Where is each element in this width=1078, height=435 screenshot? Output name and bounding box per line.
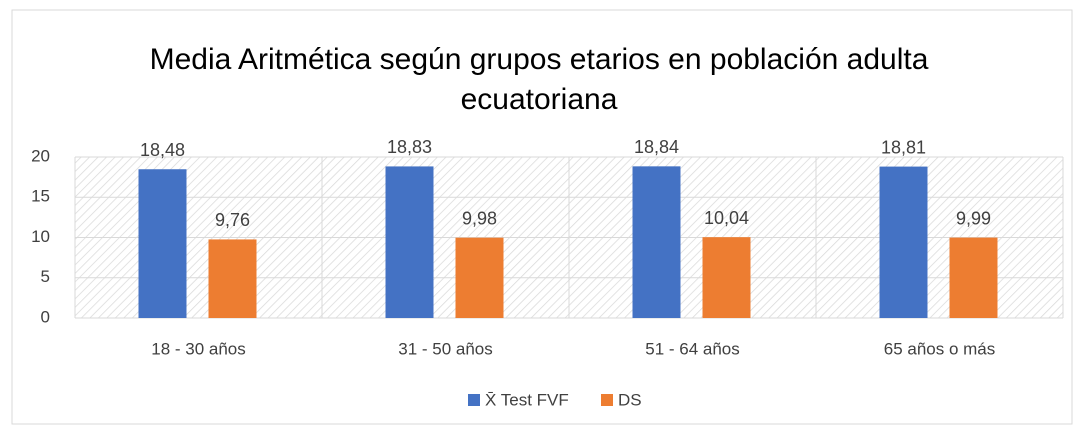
bar bbox=[455, 237, 504, 318]
y-tick-label: 0 bbox=[41, 307, 50, 326]
bar bbox=[702, 237, 751, 318]
y-tick-label: 15 bbox=[31, 187, 50, 206]
legend-label: X̄ Test FVF bbox=[485, 390, 569, 409]
value-label: 9,99 bbox=[956, 208, 991, 228]
bar bbox=[138, 169, 187, 318]
value-label: 9,98 bbox=[462, 208, 497, 228]
y-tick-label: 10 bbox=[31, 227, 50, 246]
chart-frame bbox=[11, 9, 1073, 425]
value-label: 18,48 bbox=[140, 140, 185, 160]
chart-title: Media Aritmética según grupos etarios en… bbox=[149, 43, 929, 116]
bar bbox=[632, 166, 681, 318]
legend-swatch bbox=[468, 394, 480, 406]
value-label: 18,84 bbox=[634, 137, 679, 157]
bar bbox=[879, 166, 928, 318]
x-tick-label: 65 años o más bbox=[884, 339, 996, 358]
x-tick-label: 51 - 64 años bbox=[645, 339, 740, 358]
bar bbox=[949, 237, 998, 318]
bar bbox=[208, 239, 257, 318]
y-tick-label: 20 bbox=[31, 146, 50, 165]
y-tick-label: 5 bbox=[41, 267, 50, 286]
legend-label: DS bbox=[618, 390, 642, 409]
value-label: 9,76 bbox=[215, 210, 250, 230]
value-label: 18,81 bbox=[881, 137, 926, 157]
legend-swatch bbox=[601, 394, 613, 406]
x-tick-label: 31 - 50 años bbox=[398, 339, 493, 358]
x-tick-label: 18 - 30 años bbox=[151, 339, 246, 358]
value-label: 18,83 bbox=[387, 137, 432, 157]
bar bbox=[385, 166, 434, 318]
value-label: 10,04 bbox=[704, 208, 749, 228]
